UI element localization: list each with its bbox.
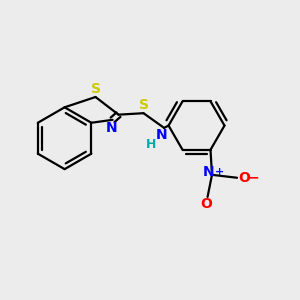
Text: S: S xyxy=(91,82,100,96)
Text: H: H xyxy=(146,138,156,151)
Text: N: N xyxy=(155,128,167,142)
Text: S: S xyxy=(139,98,149,112)
Text: O: O xyxy=(238,171,250,185)
Text: −: − xyxy=(248,171,259,185)
Text: +: + xyxy=(215,167,224,177)
Text: N: N xyxy=(105,121,117,135)
Text: N: N xyxy=(202,165,214,179)
Text: O: O xyxy=(200,197,212,211)
